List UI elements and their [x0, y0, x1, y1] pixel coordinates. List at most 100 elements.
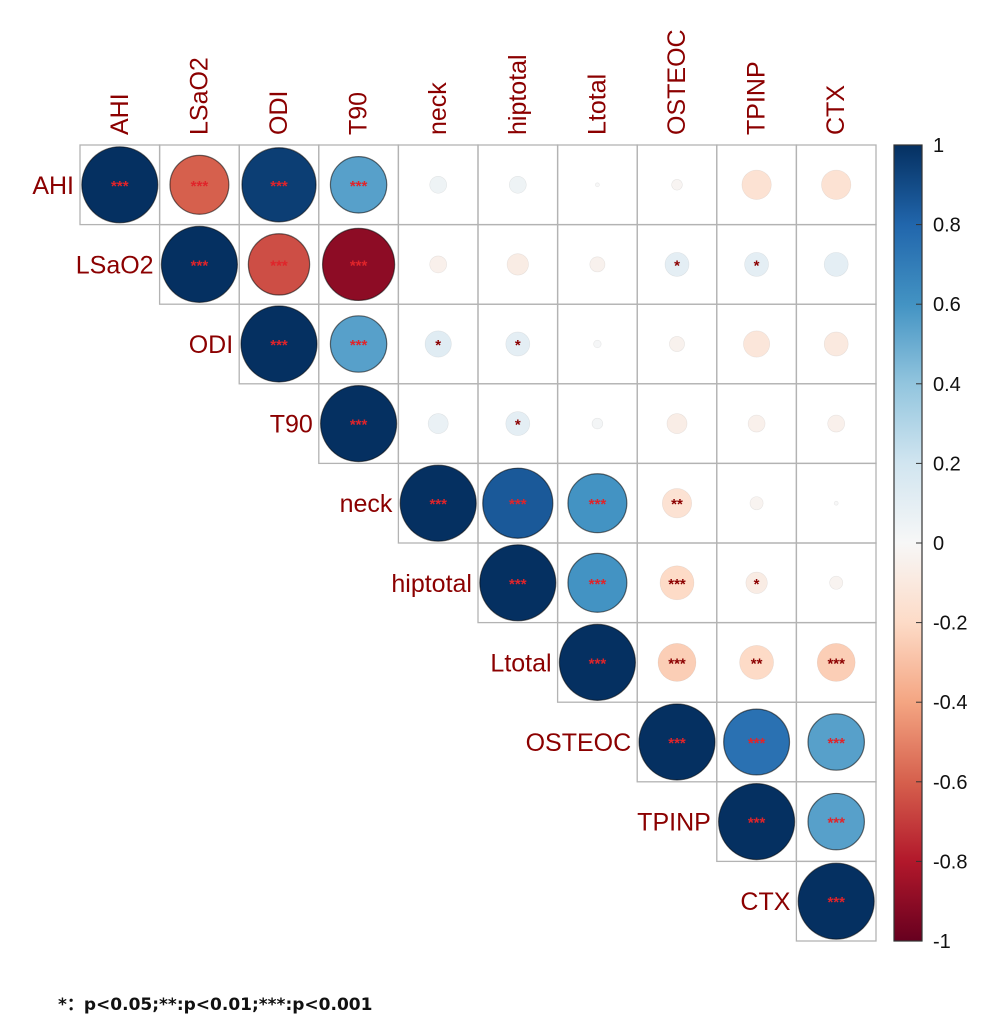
corr-circle-AHI-AHI [81, 146, 159, 224]
legend-tick-label: 0.4 [933, 374, 961, 396]
legend-tick-label: -1 [933, 931, 951, 953]
legend-tick-label: -0.4 [933, 692, 967, 714]
corr-circle-ODI-Ltotal [593, 339, 602, 349]
corr-circle-AHI-LSaO2 [169, 154, 230, 215]
corr-circle-hiptotal-OSTEOC [659, 565, 695, 601]
sig-mark-AHI-ODI: *** [270, 178, 288, 195]
row-label-neck: neck [340, 490, 393, 518]
corr-circle-AHI-TPINP [741, 169, 772, 200]
corr-circle-LSaO2-T90 [321, 227, 396, 302]
sig-mark-OSTEOC-OSTEOC: *** [668, 735, 686, 752]
cell-layer: *** *** *** ****** *** *** * **** *** * **** **** **… [81, 146, 875, 940]
legend-tick-label: -0.2 [933, 613, 967, 635]
sig-mark-LSaO2-LSaO2: *** [191, 257, 209, 274]
legend-tick-label: -0.6 [933, 772, 967, 794]
corr-circle-T90-TPINP [747, 414, 766, 433]
row-label-TPINP: TPINP [637, 809, 711, 837]
corr-circle-LSaO2-neck [429, 255, 447, 274]
sig-mark-LSaO2-T90: *** [350, 257, 368, 274]
corr-circle-CTX-CTX [797, 862, 875, 940]
col-label-neck: neck [424, 82, 452, 135]
corr-circle-T90-CTX [827, 414, 845, 433]
grid-layer [79, 144, 877, 942]
corr-circle-LSaO2-Ltotal [589, 256, 606, 273]
corr-circle-hiptotal-TPINP [745, 571, 768, 594]
corr-circle-T90-T90 [320, 385, 398, 463]
corr-circle-ODI-OSTEOC [669, 336, 685, 352]
corr-circle-Ltotal-OSTEOC [657, 643, 697, 682]
corr-circle-T90-neck [427, 413, 449, 434]
corr-circle-AHI-OSTEOC [671, 179, 683, 191]
corr-circle-AHI-CTX [821, 169, 852, 200]
sig-mark-T90-T90: *** [350, 417, 368, 434]
corr-circle-LSaO2-hiptotal [506, 253, 529, 276]
row-label-LSaO2: LSaO2 [76, 251, 154, 279]
row-label-CTX: CTX [740, 888, 790, 916]
sig-mark-ODI-neck: * [435, 337, 441, 354]
corr-circle-hiptotal-Ltotal [567, 552, 628, 613]
corr-circle-Ltotal-Ltotal [558, 623, 637, 702]
corr-circle-TPINP-TPINP [717, 782, 796, 861]
corr-circle-OSTEOC-OSTEOC [638, 703, 716, 781]
corr-circle-neck-hiptotal [482, 467, 554, 539]
sig-mark-neck-OSTEOC: ** [671, 496, 683, 513]
col-label-TPINP: TPINP [743, 61, 771, 135]
legend-tick-label: 0.8 [933, 215, 961, 237]
corr-circle-ODI-neck [424, 330, 452, 358]
row-label-T90: T90 [270, 411, 313, 439]
corr-circle-LSaO2-ODI [247, 233, 311, 296]
corr-circle-ODI-CTX [823, 331, 849, 357]
corr-circle-hiptotal-hiptotal [479, 544, 557, 622]
legend-tick-label: 0.6 [933, 294, 961, 316]
row-label-hiptotal: hiptotal [391, 570, 472, 598]
row-label-AHI: AHI [32, 172, 74, 200]
legend-tick-label: 0.2 [933, 453, 961, 475]
row-label-ODI: ODI [189, 331, 233, 359]
sig-mark-ODI-ODI: *** [270, 337, 288, 354]
sig-mark-hiptotal-hiptotal: *** [509, 576, 527, 593]
grid-cell-CTX-CTX [795, 860, 877, 942]
corr-circle-OSTEOC-CTX [807, 713, 865, 771]
corr-circle-AHI-ODI [241, 147, 317, 223]
col-label-ODI: ODI [265, 91, 293, 135]
corr-circle-neck-neck [399, 464, 477, 542]
sig-mark-AHI-LSaO2: *** [191, 178, 209, 195]
sig-mark-Ltotal-TPINP: ** [751, 655, 763, 672]
col-label-CTX: CTX [822, 85, 850, 135]
legend-tick-label: 1 [933, 135, 944, 157]
sig-mark-neck-hiptotal: *** [509, 496, 527, 513]
corr-circle-LSaO2-OSTEOC [664, 252, 690, 277]
sig-mark-AHI-T90: *** [350, 178, 368, 195]
sig-mark-OSTEOC-CTX: *** [827, 735, 845, 752]
corr-circle-OSTEOC-TPINP [723, 708, 791, 776]
corr-circle-AHI-neck [429, 176, 447, 194]
sig-mark-OSTEOC-TPINP: *** [748, 735, 766, 752]
significance-footnote: *：p<0.05;**:p<0.01;***:p<0.001 [58, 995, 373, 1015]
sig-mark-TPINP-TPINP: *** [748, 815, 766, 832]
col-label-OSTEOC: OSTEOC [663, 29, 691, 135]
corr-circle-LSaO2-CTX [823, 252, 849, 277]
corr-circle-AHI-Ltotal [595, 182, 600, 188]
sig-mark-ODI-hiptotal: * [515, 337, 521, 354]
corr-circle-Ltotal-CTX [816, 643, 856, 682]
col-label-LSaO2: LSaO2 [185, 57, 213, 135]
col-label-T90: T90 [345, 92, 373, 135]
sig-mark-ODI-T90: *** [350, 337, 368, 354]
col-label-Ltotal: Ltotal [583, 74, 611, 135]
sig-mark-AHI-AHI: *** [111, 178, 129, 195]
corr-circle-Ltotal-TPINP [739, 645, 774, 680]
row-label-OSTEOC: OSTEOC [526, 729, 632, 757]
corr-circle-neck-Ltotal [567, 473, 628, 534]
corr-circle-T90-hiptotal [505, 411, 531, 436]
sig-mark-hiptotal-Ltotal: *** [589, 576, 607, 593]
corr-circle-TPINP-CTX [807, 792, 865, 851]
sig-mark-Ltotal-OSTEOC: *** [668, 655, 686, 672]
corr-circle-hiptotal-CTX [829, 575, 844, 590]
sig-mark-LSaO2-ODI: *** [270, 257, 288, 274]
legend-tick-label: -0.8 [933, 851, 967, 873]
sig-mark-CTX-CTX: *** [827, 894, 845, 911]
row-label-Ltotal: Ltotal [490, 649, 551, 677]
corr-circle-T90-OSTEOC [666, 413, 688, 434]
corr-circle-ODI-T90 [329, 315, 388, 373]
